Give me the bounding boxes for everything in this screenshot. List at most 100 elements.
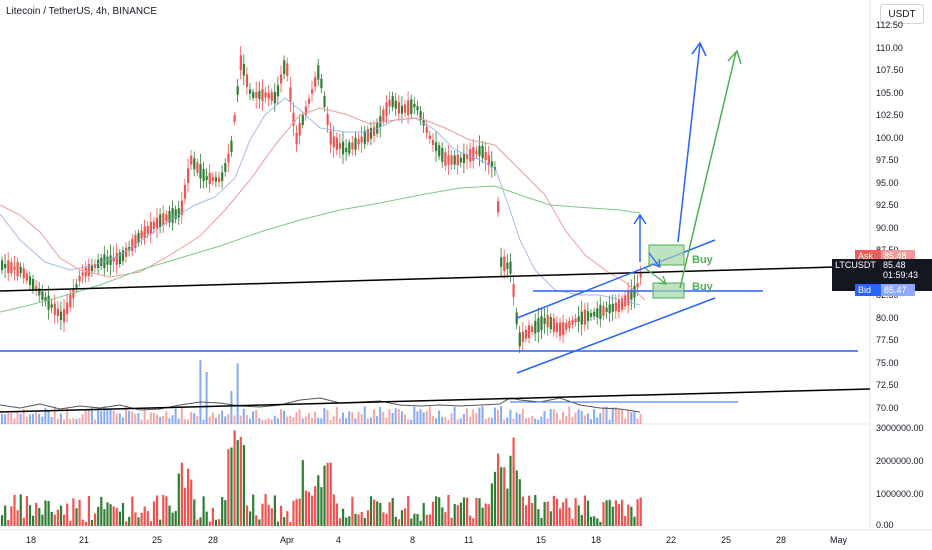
candle-body [230, 140, 233, 153]
candle-body [112, 257, 115, 262]
candle-body [245, 74, 249, 87]
candle-body [338, 143, 342, 149]
candle-body [586, 311, 590, 321]
volume-overlay-bar [16, 412, 19, 424]
candle-body [106, 256, 109, 265]
candle-body [289, 87, 292, 102]
volume-bar [444, 512, 447, 526]
projection-arrow-green[interactable] [679, 49, 742, 289]
volume-overlay-bar [270, 419, 273, 424]
volume-overlay-bar [366, 418, 369, 424]
volume-bar [227, 449, 230, 526]
volume-overlay-bar [47, 411, 50, 424]
volume-bar [574, 498, 577, 526]
volume-overlay-bar [422, 412, 425, 424]
candle-body [500, 257, 503, 267]
time-axis-label: May [830, 535, 848, 545]
projection-arrow-blue[interactable] [677, 41, 707, 243]
candle-body [354, 137, 357, 150]
volume-bar [103, 509, 106, 526]
volume-overlay-bar [295, 412, 298, 424]
volume-bar [112, 506, 115, 526]
volume-overlay-bar [224, 416, 227, 424]
candle-body [22, 268, 25, 279]
volume-bar [81, 519, 84, 526]
candle-body [202, 168, 205, 182]
volume-bar [63, 514, 66, 526]
volume-overlay-bar [286, 416, 289, 424]
candlestick-series [1, 46, 642, 353]
candle-body [143, 226, 146, 239]
volume-bar [149, 521, 152, 526]
volume-bar [196, 519, 199, 526]
volume-bar [168, 505, 171, 526]
volume-bar [41, 514, 44, 526]
candle-body [639, 273, 642, 278]
currency-button[interactable]: USDT [880, 4, 924, 24]
candle-body [590, 313, 593, 317]
volume-overlay-bar [376, 416, 379, 424]
candle-body [580, 311, 583, 325]
volume-overlay-bar [459, 418, 462, 424]
volume-bar [125, 521, 128, 526]
price-axis-label: 97.50 [876, 155, 899, 165]
volume-overlay-bar [363, 406, 366, 424]
small-arrow-down-green[interactable] [644, 267, 667, 285]
volume-overlay-bar [4, 414, 7, 424]
volume-bar [128, 516, 131, 526]
volume-bar [466, 497, 469, 526]
volume-overlay-bar [627, 409, 630, 424]
volume-bar [146, 511, 149, 526]
candle-body [121, 250, 125, 262]
volume-bar [307, 491, 311, 526]
volume-overlay-bar [90, 407, 93, 424]
volume-bar [342, 508, 345, 526]
volume-overlay-bar [121, 417, 124, 424]
candle-body [487, 155, 490, 166]
candle-body [369, 128, 373, 139]
candle-body [81, 272, 84, 276]
volume-bar [441, 507, 444, 526]
candle-body [583, 309, 586, 325]
volume-overlay-bar [509, 409, 512, 424]
candle-body [425, 126, 428, 133]
candle-body [506, 262, 509, 269]
volume-overlay-bar [7, 413, 10, 424]
volume-overlay-bar [174, 408, 177, 424]
volume-overlay-bar [515, 412, 518, 424]
volume-bar [134, 512, 137, 526]
volume-bar [323, 465, 326, 526]
volume-bar [540, 517, 543, 526]
small-arrow-down-blue[interactable] [648, 252, 661, 268]
candle-body [376, 122, 379, 134]
volume-bar [456, 505, 459, 526]
volume-bar [66, 503, 69, 526]
volume-bar [546, 501, 549, 526]
volume-bar [400, 510, 404, 526]
volume-overlay-bar [630, 412, 633, 424]
volume-bar [602, 502, 605, 526]
volume-bar [338, 518, 342, 526]
volume-overlay-bar [332, 416, 335, 424]
volume-bar [354, 513, 357, 526]
candle-body [165, 214, 168, 222]
candle-body [295, 132, 298, 145]
volume-bar [56, 509, 59, 526]
candle-body [391, 95, 394, 108]
buy-zone-lower[interactable] [652, 282, 685, 299]
channel-bottom-line[interactable] [516, 297, 716, 374]
trend-line-black-upper[interactable] [0, 265, 871, 292]
small-arrow-up-blue[interactable] [633, 213, 647, 262]
candle-body [87, 263, 90, 276]
trend-line-black-lower[interactable] [0, 388, 871, 413]
volume-bar [329, 462, 332, 526]
volume-overlay-bar [314, 411, 317, 424]
volume-bar [419, 520, 422, 526]
buy-zone-upper[interactable] [648, 244, 685, 266]
candle-body [78, 275, 81, 282]
candle-body [599, 304, 602, 319]
volume-overlay-bar [373, 409, 375, 424]
volume-overlay-bar [342, 412, 344, 424]
volume-bar [326, 462, 329, 526]
